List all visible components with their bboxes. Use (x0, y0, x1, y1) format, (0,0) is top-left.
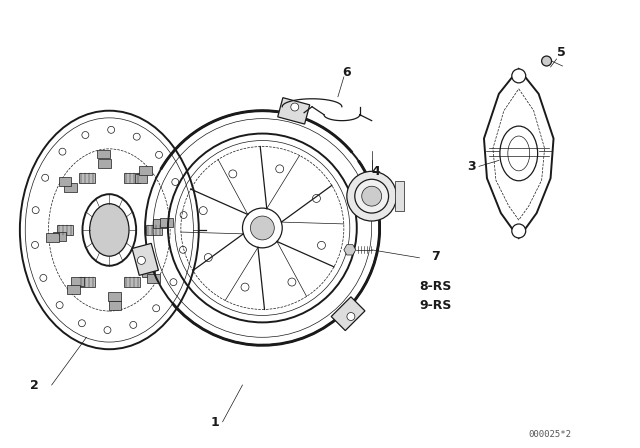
Polygon shape (153, 219, 166, 228)
Ellipse shape (32, 207, 39, 214)
Circle shape (291, 103, 299, 111)
Circle shape (138, 256, 145, 264)
Text: 3: 3 (467, 160, 476, 173)
Circle shape (229, 170, 237, 178)
Ellipse shape (355, 179, 388, 213)
Ellipse shape (130, 321, 137, 328)
Polygon shape (97, 150, 110, 159)
Polygon shape (64, 183, 77, 192)
FancyBboxPatch shape (394, 181, 404, 211)
Circle shape (204, 254, 212, 262)
Polygon shape (57, 225, 72, 235)
Polygon shape (109, 302, 122, 310)
Text: 1: 1 (211, 416, 220, 429)
Text: 2: 2 (30, 379, 38, 392)
Ellipse shape (104, 327, 111, 334)
Polygon shape (124, 173, 140, 183)
Polygon shape (79, 276, 95, 287)
Polygon shape (124, 276, 140, 287)
Polygon shape (98, 159, 111, 168)
Circle shape (199, 207, 207, 215)
Polygon shape (332, 297, 365, 331)
Text: 8-RS: 8-RS (419, 280, 452, 293)
Ellipse shape (59, 148, 66, 155)
Text: 6: 6 (342, 66, 351, 79)
Ellipse shape (90, 204, 129, 256)
Polygon shape (344, 245, 356, 255)
Polygon shape (146, 225, 162, 235)
Text: 4: 4 (372, 165, 380, 178)
Polygon shape (139, 166, 152, 175)
Text: 5: 5 (557, 46, 565, 59)
Ellipse shape (108, 126, 115, 134)
Circle shape (241, 283, 249, 291)
Circle shape (541, 56, 552, 66)
Text: 000025*2: 000025*2 (529, 430, 572, 439)
Polygon shape (58, 177, 72, 186)
Ellipse shape (79, 320, 85, 327)
Ellipse shape (42, 174, 49, 181)
Ellipse shape (82, 132, 89, 138)
Polygon shape (132, 243, 159, 276)
Ellipse shape (179, 246, 186, 253)
Circle shape (512, 224, 525, 238)
Polygon shape (53, 232, 66, 241)
Ellipse shape (172, 179, 179, 185)
Circle shape (512, 69, 525, 83)
Ellipse shape (170, 279, 177, 286)
Circle shape (317, 241, 326, 249)
Polygon shape (141, 268, 154, 277)
Polygon shape (71, 277, 84, 286)
Ellipse shape (133, 133, 140, 140)
Polygon shape (46, 233, 59, 242)
Ellipse shape (40, 275, 47, 281)
Ellipse shape (153, 305, 159, 312)
Circle shape (347, 313, 355, 320)
Circle shape (250, 216, 275, 240)
Ellipse shape (362, 186, 381, 206)
Polygon shape (160, 218, 173, 227)
Ellipse shape (31, 241, 38, 248)
Polygon shape (134, 174, 147, 183)
Ellipse shape (180, 211, 187, 219)
Ellipse shape (347, 171, 397, 221)
Polygon shape (147, 274, 160, 283)
Ellipse shape (56, 302, 63, 309)
Circle shape (312, 194, 321, 202)
Circle shape (288, 278, 296, 286)
Polygon shape (79, 173, 95, 183)
Ellipse shape (156, 151, 163, 158)
Text: 9-RS: 9-RS (419, 299, 452, 312)
Circle shape (276, 165, 284, 173)
Polygon shape (108, 292, 121, 301)
Circle shape (243, 208, 282, 248)
Text: 7: 7 (431, 250, 440, 263)
Polygon shape (278, 98, 310, 124)
Polygon shape (67, 284, 79, 293)
